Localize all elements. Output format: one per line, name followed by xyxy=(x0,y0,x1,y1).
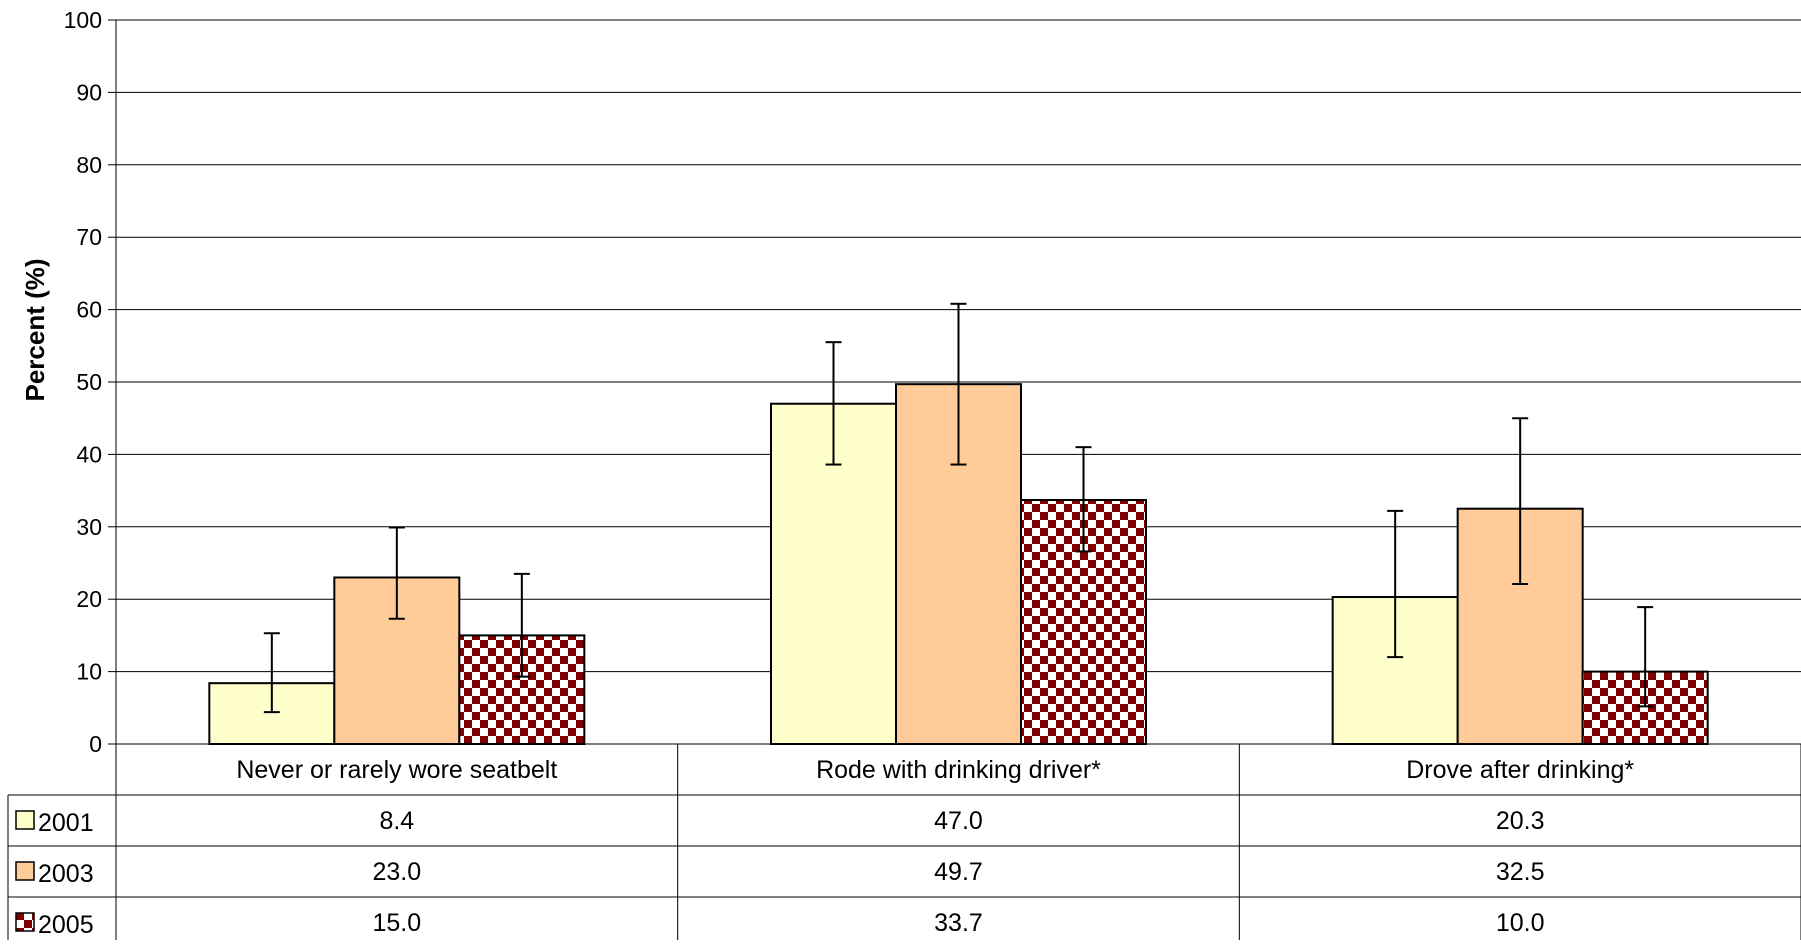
legend-swatch-2005 xyxy=(15,912,35,932)
error-bars xyxy=(263,302,1654,714)
y-tick-label: 0 xyxy=(89,731,102,757)
y-tick-label: 100 xyxy=(64,7,102,33)
y-tick-label: 60 xyxy=(76,297,102,323)
y-tick-label: 90 xyxy=(76,79,102,105)
y-tick-label: 20 xyxy=(76,586,102,612)
legend-label: 2005 xyxy=(38,911,94,939)
y-tick-label: 70 xyxy=(76,224,102,250)
data-label: 10.0 xyxy=(1496,909,1545,937)
legend-swatch-2003 xyxy=(15,861,35,881)
data-table: Never or rarely wore seatbelt Rode with d… xyxy=(7,743,1801,945)
y-tick-label: 50 xyxy=(76,369,102,395)
y-axis-label: Percent (%) xyxy=(20,258,50,401)
x-category-label: Rode with drinking driver* xyxy=(816,756,1101,784)
y-tick-label: 30 xyxy=(76,514,102,540)
data-label: 33.7 xyxy=(934,909,983,937)
x-category-label: Drove after drinking* xyxy=(1406,756,1634,784)
legend-label: 2003 xyxy=(38,860,94,888)
y-tick-label: 40 xyxy=(76,441,102,467)
data-label: 8.4 xyxy=(379,807,414,835)
legend-label: 2001 xyxy=(38,809,94,837)
data-label: 23.0 xyxy=(372,858,421,886)
y-tick-label: 80 xyxy=(76,152,102,178)
y-tick-label: 10 xyxy=(76,659,102,685)
data-label: 47.0 xyxy=(934,807,983,835)
data-label: 15.0 xyxy=(372,909,421,937)
x-category-label: Never or rarely wore seatbelt xyxy=(236,756,557,784)
data-label: 49.7 xyxy=(934,858,983,886)
data-label: 20.3 xyxy=(1496,807,1545,835)
legend-swatch-2001 xyxy=(15,810,35,830)
data-label: 32.5 xyxy=(1496,858,1545,886)
